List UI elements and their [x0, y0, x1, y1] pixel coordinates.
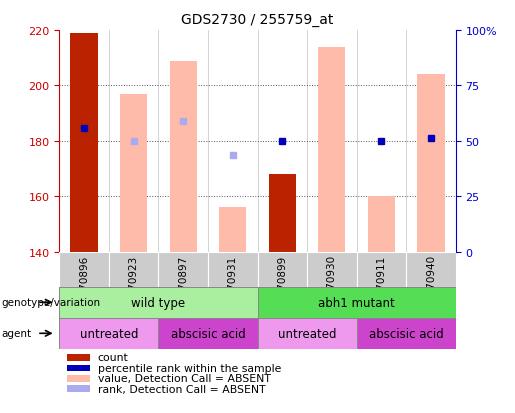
- Text: GSM170911: GSM170911: [376, 255, 386, 318]
- Text: abscisic acid: abscisic acid: [170, 327, 245, 340]
- Text: abh1 mutant: abh1 mutant: [318, 296, 395, 309]
- Text: GSM170899: GSM170899: [277, 255, 287, 318]
- Bar: [67, 365, 90, 371]
- Bar: [368, 197, 395, 252]
- Bar: [269, 175, 296, 252]
- Text: count: count: [98, 353, 129, 363]
- Bar: [169, 62, 197, 252]
- Bar: [71, 34, 98, 252]
- Text: GSM170897: GSM170897: [178, 255, 188, 318]
- Bar: [67, 386, 90, 392]
- Bar: [59, 287, 258, 318]
- Bar: [109, 252, 159, 287]
- Bar: [120, 95, 147, 252]
- Bar: [159, 318, 258, 349]
- Bar: [67, 354, 90, 361]
- Bar: [307, 252, 356, 287]
- Bar: [356, 252, 406, 287]
- Bar: [159, 252, 208, 287]
- Text: agent: agent: [1, 328, 31, 339]
- Bar: [258, 318, 356, 349]
- Bar: [219, 208, 246, 252]
- Text: GSM170896: GSM170896: [79, 255, 89, 318]
- Text: abscisic acid: abscisic acid: [369, 327, 443, 340]
- Title: GDS2730 / 255759_at: GDS2730 / 255759_at: [181, 13, 334, 27]
- Bar: [59, 252, 109, 287]
- Text: value, Detection Call = ABSENT: value, Detection Call = ABSENT: [98, 373, 271, 383]
- Bar: [318, 47, 346, 252]
- Text: GSM170940: GSM170940: [426, 255, 436, 318]
- Text: untreated: untreated: [278, 327, 336, 340]
- Text: GSM170923: GSM170923: [129, 255, 139, 318]
- Bar: [356, 318, 456, 349]
- Text: untreated: untreated: [79, 327, 138, 340]
- Text: wild type: wild type: [131, 296, 185, 309]
- Bar: [59, 318, 159, 349]
- Text: rank, Detection Call = ABSENT: rank, Detection Call = ABSENT: [98, 384, 265, 394]
- Text: percentile rank within the sample: percentile rank within the sample: [98, 363, 281, 373]
- Bar: [406, 252, 456, 287]
- Bar: [208, 252, 258, 287]
- Bar: [258, 287, 456, 318]
- Bar: [67, 375, 90, 382]
- Text: genotype/variation: genotype/variation: [1, 297, 100, 308]
- Text: GSM170930: GSM170930: [327, 255, 337, 318]
- Text: GSM170931: GSM170931: [228, 255, 238, 318]
- Bar: [417, 75, 444, 252]
- Bar: [258, 252, 307, 287]
